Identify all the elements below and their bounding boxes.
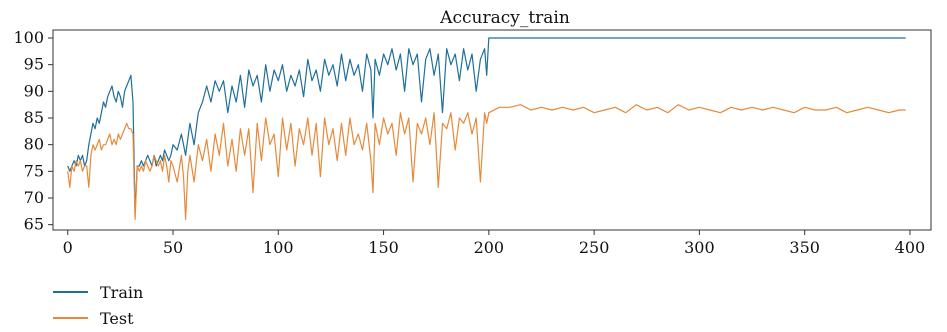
- y-tick-label: 100: [13, 28, 44, 47]
- x-tick-label: 400: [895, 238, 926, 257]
- y-tick-label: 80: [24, 135, 44, 154]
- y-tick-label: 70: [24, 188, 44, 207]
- x-axis: 0 50 100 150 200 250 300 350 400: [63, 230, 926, 257]
- y-axis: 65 70 75 80 85 90 95 100: [13, 28, 53, 234]
- y-tick-label: 65: [24, 215, 44, 234]
- x-tick-label: 300: [684, 238, 715, 257]
- y-tick-label: 75: [24, 161, 44, 180]
- y-tick-label: 95: [24, 55, 44, 74]
- series-line-train: [67, 37, 906, 215]
- x-tick-label: 200: [474, 238, 505, 257]
- series-line-test: [67, 104, 906, 220]
- legend: Train Test: [53, 283, 143, 328]
- x-tick-label: 50: [163, 238, 183, 257]
- x-tick-label: 150: [368, 238, 399, 257]
- legend-label-train: Train: [100, 283, 143, 302]
- series-layer: [67, 37, 906, 220]
- chart-title: Accuracy_train: [439, 8, 570, 28]
- x-tick-label: 100: [263, 238, 294, 257]
- y-tick-label: 90: [24, 81, 44, 100]
- y-tick-label: 85: [24, 108, 44, 127]
- plot-frame: [52, 29, 932, 231]
- x-tick-label: 250: [579, 238, 610, 257]
- x-tick-label: 350: [789, 238, 820, 257]
- legend-label-test: Test: [100, 309, 134, 328]
- x-tick-label: 0: [63, 238, 73, 257]
